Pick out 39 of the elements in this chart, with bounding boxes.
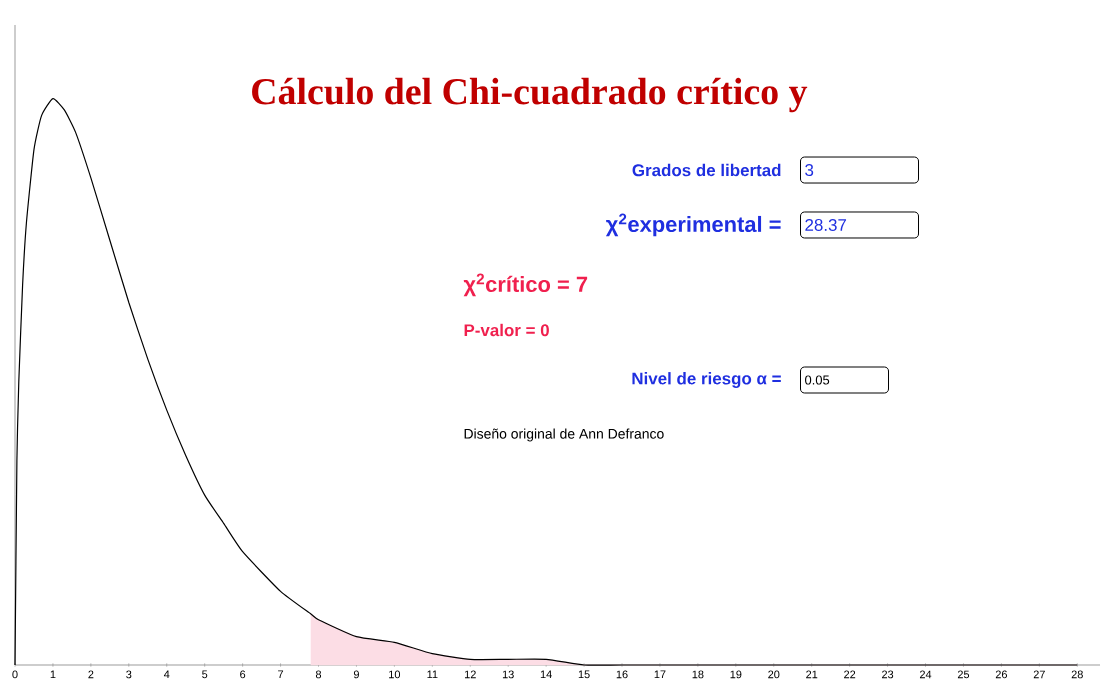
x-tick-label: 17 xyxy=(654,670,666,679)
x-tick-label: 9 xyxy=(353,670,359,679)
x-tick-label: 15 xyxy=(578,670,590,679)
annotation: 3 xyxy=(805,164,814,177)
x-tick-label: 18 xyxy=(692,670,704,679)
annotation: Grados de libertad xyxy=(632,163,781,177)
x-tick-label: 16 xyxy=(616,670,628,679)
x-tick-label: 8 xyxy=(315,670,322,679)
x-tick-label: 28 xyxy=(1071,670,1083,679)
x-tick-label: 10 xyxy=(389,670,401,679)
x-tick-label: 25 xyxy=(957,670,970,679)
annotation: χ$^{2}$experimental = xyxy=(605,213,781,237)
x-tick-label: 21 xyxy=(806,670,818,679)
annotation: χ$^{2}$crítico = 7 xyxy=(463,273,588,297)
x-tick-label: 19 xyxy=(730,670,742,679)
x-tick-label: 1 xyxy=(50,670,56,679)
chart-title: Cálculo del Chi-cuadrado crítico y xyxy=(252,77,808,113)
x-tick-label: 20 xyxy=(768,670,780,679)
x-tick-label: 14 xyxy=(540,670,552,679)
annotation: 28.37 xyxy=(805,219,847,231)
x-tick-label: 13 xyxy=(502,670,514,679)
x-tick-label: 4 xyxy=(163,670,170,679)
x-tick-label: 12 xyxy=(464,670,476,679)
x-tick-label: 6 xyxy=(240,670,246,679)
x-tick-label: 22 xyxy=(844,670,856,679)
annotation: Diseño original de Ann Defranco xyxy=(464,428,664,442)
x-tick-label: 5 xyxy=(202,670,208,679)
annotation: P-valor = 0 xyxy=(464,323,549,337)
x-tick-label: 7 xyxy=(278,670,284,679)
x-tick-label: 23 xyxy=(882,670,894,679)
annotation: Nivel de riesgo α = xyxy=(632,372,781,388)
x-tick-label: 27 xyxy=(1033,670,1045,679)
x-tick-label: 2 xyxy=(88,670,94,679)
x-tick-label: 3 xyxy=(126,670,132,679)
x-tick-label: 26 xyxy=(995,670,1007,679)
annotation: 0.05 xyxy=(805,375,830,385)
x-tick-label: 11 xyxy=(427,670,438,679)
x-tick-label: 0 xyxy=(12,670,18,679)
x-tick-label: 24 xyxy=(919,670,932,679)
